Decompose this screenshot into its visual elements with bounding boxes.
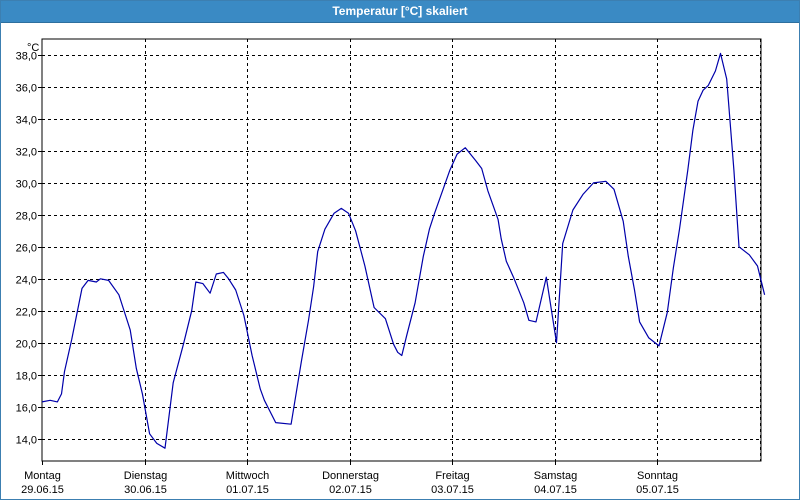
y-tick-label: 18,0	[16, 371, 37, 383]
x-tick-label-day: Sonntag	[637, 470, 678, 482]
y-tick-label: 28,0	[16, 211, 37, 223]
x-tick-label-day: Samstag	[534, 470, 577, 482]
y-tick-label: 38,0	[16, 51, 37, 63]
y-tick-label: 26,0	[16, 243, 37, 255]
x-tick-label-day: Donnerstag	[322, 470, 379, 482]
y-axis-label: °C	[27, 42, 39, 54]
x-tick-label-day: Montag	[24, 470, 61, 482]
y-tick-label: 22,0	[16, 307, 37, 319]
temperature-series-line	[41, 52, 766, 449]
x-tick-label-day: Dienstag	[124, 470, 167, 482]
x-tick-label-date: 30.06.15	[124, 484, 167, 496]
y-tick-label: 36,0	[16, 83, 37, 95]
x-tick-label-day: Mittwoch	[226, 470, 269, 482]
y-tick-label: 30,0	[16, 179, 37, 191]
y-tick-label: 24,0	[16, 275, 37, 287]
y-tick-label: 16,0	[16, 403, 37, 415]
x-tick-label-date: 04.07.15	[534, 484, 577, 496]
x-tick-label-date: 29.06.15	[21, 484, 64, 496]
window-title: Temperatur [°C] skaliert	[1, 1, 799, 23]
y-tick-label: 32,0	[16, 147, 37, 159]
temperature-chart: 14,0 16,0 18,0 20,0 22,0 24,0 26,0 28,0 30,0 32,0…	[16, 38, 766, 496]
x-tick-label-day: Freitag	[435, 470, 469, 482]
x-tick-label-date: 05.07.15	[636, 484, 679, 496]
y-tick-label: 34,0	[16, 115, 37, 127]
x-tick-label-date: 02.07.15	[329, 484, 372, 496]
y-tick-label: 20,0	[16, 339, 37, 351]
x-tick-label-date: 03.07.15	[431, 484, 474, 496]
x-tick-label-date: 01.07.15	[226, 484, 269, 496]
plot-area	[41, 38, 762, 462]
y-tick-label: 14,0	[16, 435, 37, 447]
